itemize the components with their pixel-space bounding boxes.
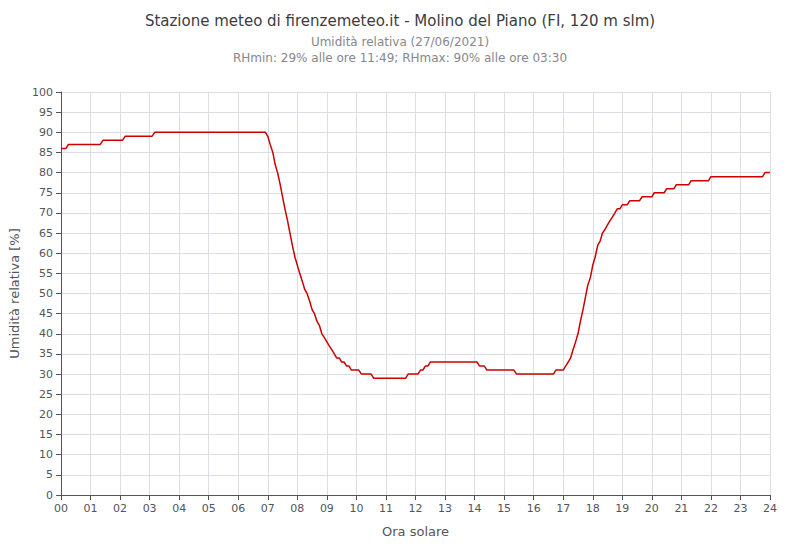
svg-text:15: 15 — [497, 502, 511, 515]
svg-text:07: 07 — [261, 502, 275, 515]
svg-text:09: 09 — [320, 502, 334, 515]
svg-text:25: 25 — [39, 388, 53, 401]
svg-text:18: 18 — [586, 502, 600, 515]
svg-text:80: 80 — [39, 166, 53, 179]
svg-text:11: 11 — [379, 502, 393, 515]
svg-text:02: 02 — [113, 502, 127, 515]
svg-text:23: 23 — [733, 502, 747, 515]
svg-text:100: 100 — [32, 86, 53, 99]
svg-text:95: 95 — [39, 106, 53, 119]
svg-text:16: 16 — [527, 502, 541, 515]
svg-text:12: 12 — [409, 502, 423, 515]
svg-text:90: 90 — [39, 126, 53, 139]
svg-text:RHmin: 29% alle ore 11:49; RHm: RHmin: 29% alle ore 11:49; RHmax: 90% al… — [233, 51, 567, 65]
svg-text:17: 17 — [556, 502, 570, 515]
svg-text:20: 20 — [645, 502, 659, 515]
svg-text:5: 5 — [46, 468, 53, 481]
svg-text:30: 30 — [39, 368, 53, 381]
svg-text:20: 20 — [39, 408, 53, 421]
svg-text:Umidità relativa (27/06/2021): Umidità relativa (27/06/2021) — [311, 35, 489, 49]
svg-text:Umidità relativa [%]: Umidità relativa [%] — [7, 228, 22, 358]
svg-text:21: 21 — [674, 502, 688, 515]
svg-text:19: 19 — [615, 502, 629, 515]
svg-text:85: 85 — [39, 146, 53, 159]
svg-text:05: 05 — [202, 502, 216, 515]
svg-text:45: 45 — [39, 307, 53, 320]
svg-text:65: 65 — [39, 227, 53, 240]
svg-text:40: 40 — [39, 327, 53, 340]
svg-text:10: 10 — [349, 502, 363, 515]
svg-text:Stazione meteo di firenzemeteo: Stazione meteo di firenzemeteo.it - Moli… — [145, 12, 655, 30]
svg-text:22: 22 — [704, 502, 718, 515]
svg-text:13: 13 — [438, 502, 452, 515]
svg-text:24: 24 — [763, 502, 777, 515]
svg-text:35: 35 — [39, 347, 53, 360]
svg-text:75: 75 — [39, 186, 53, 199]
svg-text:01: 01 — [84, 502, 98, 515]
svg-text:Ora solare: Ora solare — [382, 524, 449, 539]
svg-text:15: 15 — [39, 428, 53, 441]
svg-text:03: 03 — [143, 502, 157, 515]
svg-text:08: 08 — [290, 502, 304, 515]
svg-text:70: 70 — [39, 206, 53, 219]
svg-text:60: 60 — [39, 247, 53, 260]
svg-text:50: 50 — [39, 287, 53, 300]
svg-text:10: 10 — [39, 448, 53, 461]
svg-text:06: 06 — [231, 502, 245, 515]
svg-text:0: 0 — [46, 489, 53, 502]
svg-text:04: 04 — [172, 502, 186, 515]
svg-text:55: 55 — [39, 267, 53, 280]
svg-text:00: 00 — [54, 502, 68, 515]
svg-text:14: 14 — [468, 502, 482, 515]
